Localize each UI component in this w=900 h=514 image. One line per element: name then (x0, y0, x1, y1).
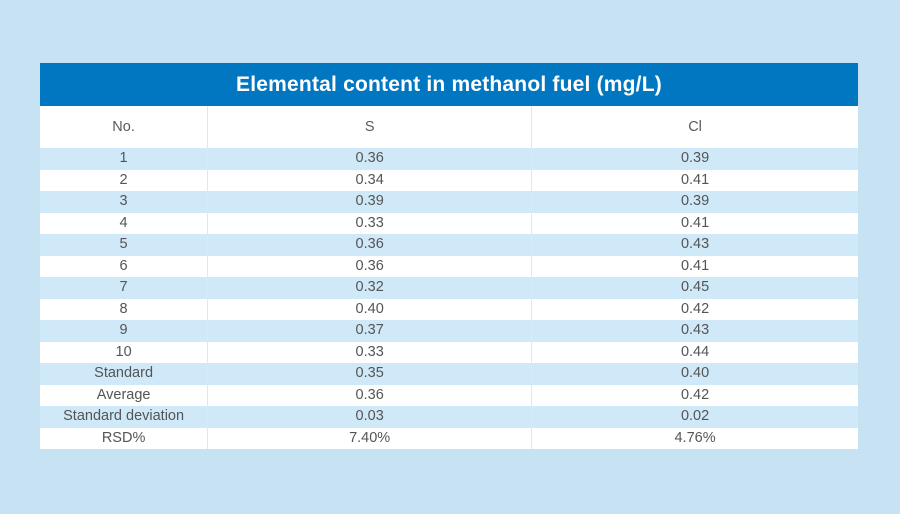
table-row: 8 0.40 0.42 (40, 298, 858, 320)
table-row: 1 0.36 0.39 (40, 148, 858, 170)
data-table: No. S Cl 1 0.36 0.39 2 0.34 0.41 3 0.39 0.39 4 0.3… (40, 106, 858, 449)
table-row: Standard deviation 0.03 0.02 (40, 406, 858, 428)
table-cell: 0.40 (531, 363, 858, 385)
column-header-cl: Cl (531, 106, 858, 148)
table-row: Standard 0.35 0.40 (40, 363, 858, 385)
table-cell: 0.41 (531, 169, 858, 191)
table-cell: 0.36 (207, 234, 532, 256)
table-cell: 5 (40, 234, 208, 256)
table-cell: 0.33 (207, 212, 532, 234)
header-row: No. S Cl (40, 106, 858, 148)
table-row: 9 0.37 0.43 (40, 320, 858, 342)
table-body: 1 0.36 0.39 2 0.34 0.41 3 0.39 0.39 4 0.33 0.41 5 0.3… (40, 148, 858, 449)
table-row: 3 0.39 0.39 (40, 191, 858, 213)
table-cell: 0.36 (207, 148, 532, 170)
table-cell: 8 (40, 298, 208, 320)
column-header-s: S (207, 106, 532, 148)
table-row: 6 0.36 0.41 (40, 255, 858, 277)
table-cell: 0.44 (531, 341, 858, 363)
table-cell: 2 (40, 169, 208, 191)
table-cell: 0.41 (531, 212, 858, 234)
table-cell: 0.42 (531, 384, 858, 406)
table-row: 7 0.32 0.45 (40, 277, 858, 299)
table-cell: 0.39 (531, 148, 858, 170)
table-cell: 0.34 (207, 169, 532, 191)
table-cell: 0.35 (207, 363, 532, 385)
table-cell: 4.76% (531, 427, 858, 449)
table-cell: 6 (40, 255, 208, 277)
table-row: 4 0.33 0.41 (40, 212, 858, 234)
table-cell: 0.36 (207, 384, 532, 406)
table-row: 2 0.34 0.41 (40, 169, 858, 191)
table-cell: 4 (40, 212, 208, 234)
table-cell: 0.43 (531, 320, 858, 342)
table-cell: 0.43 (531, 234, 858, 256)
table-cell: 3 (40, 191, 208, 213)
table-cell: 0.40 (207, 298, 532, 320)
table-row: 10 0.33 0.44 (40, 341, 858, 363)
table-cell: Average (40, 384, 208, 406)
table-row: 5 0.36 0.43 (40, 234, 858, 256)
column-header-no: No. (40, 106, 208, 148)
table-row: RSD% 7.40% 4.76% (40, 427, 858, 449)
table-row: Average 0.36 0.42 (40, 384, 858, 406)
table-cell: 10 (40, 341, 208, 363)
table-cell: 0.02 (531, 406, 858, 428)
table-cell: 0.32 (207, 277, 532, 299)
table-cell: 0.33 (207, 341, 532, 363)
table-cell: 0.37 (207, 320, 532, 342)
elemental-content-table: Elemental content in methanol fuel (mg/L… (40, 63, 858, 449)
table-cell: 1 (40, 148, 208, 170)
table-cell: 7.40% (207, 427, 532, 449)
table-cell: RSD% (40, 427, 208, 449)
table-cell: 0.41 (531, 255, 858, 277)
table-cell: 0.45 (531, 277, 858, 299)
table-title: Elemental content in methanol fuel (mg/L… (40, 63, 858, 106)
table-cell: 9 (40, 320, 208, 342)
table-cell: Standard (40, 363, 208, 385)
table-cell: 7 (40, 277, 208, 299)
table-cell: 0.39 (207, 191, 532, 213)
table-cell: Standard deviation (40, 406, 208, 428)
table-cell: 0.39 (531, 191, 858, 213)
table-cell: 0.36 (207, 255, 532, 277)
table-cell: 0.42 (531, 298, 858, 320)
table-cell: 0.03 (207, 406, 532, 428)
